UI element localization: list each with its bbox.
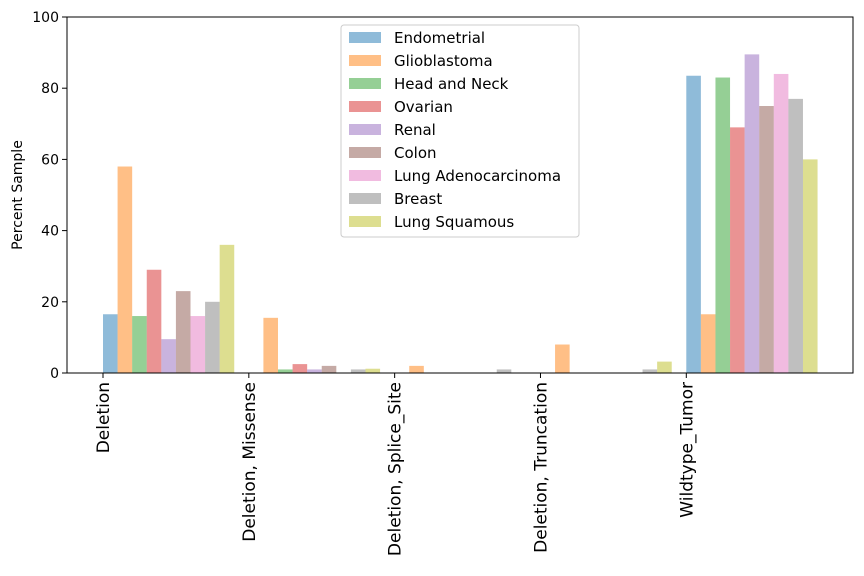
bar-lung-squamous	[365, 368, 381, 373]
bar-colon	[759, 106, 774, 373]
legend-label: Ovarian	[394, 98, 453, 116]
bar-colon	[175, 291, 191, 373]
x-tick-label: Deletion, Missense	[240, 382, 260, 542]
y-tick-label: 0	[50, 366, 59, 382]
bar-colon	[321, 365, 337, 373]
bar-ovarian	[730, 127, 745, 373]
x-tick-label: Deletion, Truncation	[531, 382, 551, 553]
bar-endometrial	[686, 75, 701, 374]
y-tick-label: 60	[41, 152, 59, 168]
bar-lung-squamous	[657, 361, 672, 373]
legend-swatch	[349, 124, 381, 135]
bar-glioblastoma	[117, 166, 133, 373]
bar-ovarian	[146, 269, 162, 373]
y-ticks: 0 20 40 60 80 100	[32, 10, 67, 382]
y-axis-label: Percent Sample	[10, 140, 26, 250]
x-tick-label: Deletion, Splice_Site	[386, 382, 406, 556]
bar-glioblastoma	[409, 365, 424, 373]
legend-swatch	[349, 32, 381, 43]
bar-glioblastoma	[263, 317, 278, 373]
bar-breast	[350, 369, 366, 373]
legend-label: Head and Neck	[394, 75, 509, 93]
y-tick-label: 20	[41, 295, 59, 311]
legend-swatch	[349, 193, 381, 204]
bar-lung-adenocarcinoma	[773, 73, 789, 374]
bar-lung-adenocarcinoma	[190, 316, 206, 373]
legend-swatch	[349, 78, 381, 89]
bar-ovarian	[292, 364, 308, 373]
legend-swatch	[349, 101, 381, 112]
y-tick-label: 100	[32, 10, 59, 26]
bar-breast	[788, 98, 803, 373]
bars-group	[103, 54, 818, 374]
bar-breast	[205, 301, 220, 373]
x-tick-label: Deletion	[94, 382, 114, 453]
bar-lung-squamous	[802, 159, 818, 373]
bar-breast	[642, 369, 658, 373]
bar-renal	[744, 54, 760, 373]
legend-label: Endometrial	[394, 29, 485, 47]
bar-renal	[161, 339, 176, 373]
legend-label: Glioblastoma	[394, 52, 493, 70]
legend: Endometrial Glioblastoma Head and Neck Ovar…	[340, 24, 580, 238]
bar-head-and-neck	[132, 316, 147, 373]
bar-renal	[307, 369, 322, 373]
legend-label: Renal	[394, 121, 436, 139]
legend-swatch	[349, 55, 381, 66]
y-tick-label: 40	[41, 224, 59, 240]
axes-frame	[66, 16, 854, 374]
legend-label: Colon	[394, 144, 437, 162]
legend-frame	[340, 24, 580, 238]
legend-label: Breast	[394, 190, 442, 208]
y-tick-label: 80	[41, 81, 59, 97]
bar-lung-squamous	[219, 244, 235, 373]
legend-swatch	[349, 170, 381, 181]
x-ticks: Deletion Deletion, Missense Deletion, Spli…	[94, 373, 697, 556]
x-tick-label: Wildtype_Tumor	[677, 382, 697, 518]
bar-breast	[496, 369, 512, 373]
legend-swatch	[349, 147, 381, 158]
bar-glioblastoma	[700, 314, 716, 373]
legend-label: Lung Squamous	[394, 213, 514, 231]
bar-head-and-neck	[277, 369, 293, 373]
bar-endometrial	[103, 314, 118, 373]
legend-label: Lung Adenocarcinoma	[394, 167, 561, 185]
bar-glioblastoma	[555, 344, 570, 373]
legend-swatch	[349, 216, 381, 227]
bar-head-and-neck	[715, 77, 731, 374]
